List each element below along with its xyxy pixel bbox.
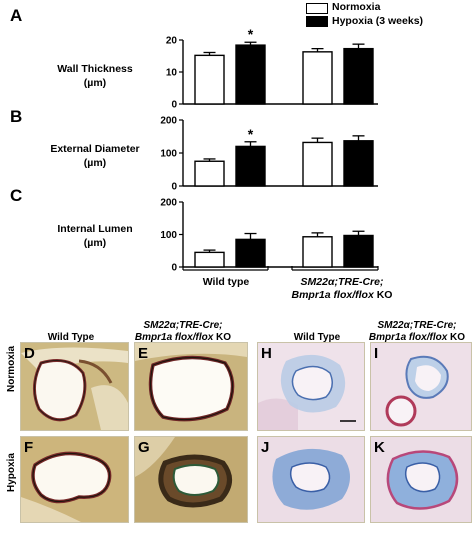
ylabel-external-diameter: External Diameter (µm): [40, 142, 150, 170]
y-tick-label: 0: [171, 182, 177, 193]
bar-hypoxia: [235, 238, 266, 268]
micrograph-k: K: [370, 436, 472, 523]
bar-normoxia: [194, 54, 225, 105]
ylabel-wall-thickness: Wall Thickness (µm): [40, 62, 150, 90]
y-tick-label: 100: [160, 230, 177, 241]
group-label-wild-type: Wild type: [202, 276, 250, 288]
bar-normoxia: [302, 51, 333, 105]
legend-hypoxia-label: Hypoxia (3 weeks): [332, 15, 424, 27]
chart-internal-lumen: 0 100 200: [160, 198, 378, 274]
y-tick-label: 0: [171, 100, 177, 111]
group-label-ko: SM22α;TRE-Cre; Bmpr1a flox/flox KO: [272, 276, 412, 302]
bar-normoxia: [194, 251, 225, 268]
micrograph-letter-j: J: [261, 439, 270, 456]
micrograph-letter-g: G: [138, 439, 150, 456]
micro-row-title-normoxia: Normoxia: [6, 345, 17, 392]
y-tick-label: 20: [166, 36, 178, 47]
micro-col-title-left-wt: Wild Type: [47, 332, 95, 343]
legend-swatch-hypoxia: [306, 16, 328, 27]
chart-external-diameter: 0 100 200 *: [160, 116, 378, 193]
ylabel-wall-line1: Wall Thickness: [57, 63, 133, 75]
micro-col-right-ko-line1: SM22α;TRE-Cre;: [377, 320, 457, 331]
micrograph-letter-k: K: [374, 439, 385, 456]
bar-normoxia: [194, 160, 225, 187]
legend-normoxia-label: Normoxia: [332, 1, 381, 13]
bar-normoxia: [302, 236, 333, 268]
micrograph-e: E: [134, 342, 248, 431]
micro-col-left-ko-line1: SM22α;TRE-Cre;: [143, 320, 223, 331]
y-tick-label: 200: [160, 116, 177, 127]
bar-hypoxia: [235, 44, 266, 105]
micro-col-left-ko-suffix: KO: [213, 332, 232, 343]
ylabel-external-line2: (µm): [83, 157, 107, 169]
group-label-ko-line1: SM22α;TRE-Cre;: [300, 276, 384, 288]
micrograph-letter-i: I: [374, 345, 379, 362]
legend-swatch-normoxia: [306, 3, 328, 14]
micro-row-title-hypoxia: Hypoxia: [6, 453, 17, 492]
micro-col-left-ko-line2: Bmpr1a flox/flox: [134, 332, 214, 343]
ylabel-internal-line2: (µm): [83, 237, 107, 249]
group-label-ko-suffix: KO: [373, 289, 393, 301]
micro-col-title-left-ko: SM22α;TRE-Cre; Bmpr1a flox/flox KO: [128, 320, 238, 344]
panel-letter-a: A: [10, 6, 23, 25]
bar-normoxia: [302, 141, 333, 187]
bar-hypoxia: [343, 234, 374, 268]
y-tick-label: 200: [160, 198, 177, 209]
micrograph-letter-d: D: [24, 345, 35, 362]
ylabel-internal-lumen: Internal Lumen (µm): [40, 222, 150, 250]
micrograph-h: H: [257, 342, 365, 431]
chart-wall-thickness: 0 10 20 *: [166, 26, 378, 111]
panel-letter-b: B: [10, 107, 23, 126]
bar-charts: 0 10 20 * 0 100 200 * 0 100 200: [160, 26, 379, 274]
y-tick-label: 0: [171, 263, 177, 274]
bar-hypoxia: [235, 145, 266, 187]
y-tick-label: 10: [166, 68, 178, 79]
significance-marker: *: [248, 126, 254, 142]
micrograph-letter-e: E: [138, 345, 149, 362]
group-label-ko-line2: Bmpr1a flox/flox: [291, 289, 374, 301]
micrograph-f: F: [20, 436, 129, 523]
micro-col-title-right-wt: Wild Type: [293, 332, 341, 343]
ylabel-external-line1: External Diameter: [50, 143, 140, 155]
micrograph-d: D: [20, 342, 129, 431]
micrograph-g: G: [134, 436, 248, 523]
micrograph-letter-h: H: [261, 345, 272, 362]
panel-letter-c: C: [10, 186, 23, 205]
micrograph-i: I: [370, 342, 472, 431]
ylabel-wall-line2: (µm): [83, 77, 107, 89]
y-tick-label: 100: [160, 149, 177, 160]
micrograph-letter-f: F: [24, 439, 34, 456]
micro-col-right-ko-suffix: KO: [447, 332, 466, 343]
micrograph-j: J: [257, 436, 365, 523]
ylabel-internal-line1: Internal Lumen: [57, 223, 133, 235]
bar-hypoxia: [343, 140, 374, 187]
micro-col-title-right-ko: SM22α;TRE-Cre; Bmpr1a flox/flox KO: [360, 320, 474, 344]
significance-marker: *: [248, 26, 254, 42]
micro-col-right-ko-line2: Bmpr1a flox/flox: [368, 332, 448, 343]
bar-hypoxia: [343, 47, 374, 105]
